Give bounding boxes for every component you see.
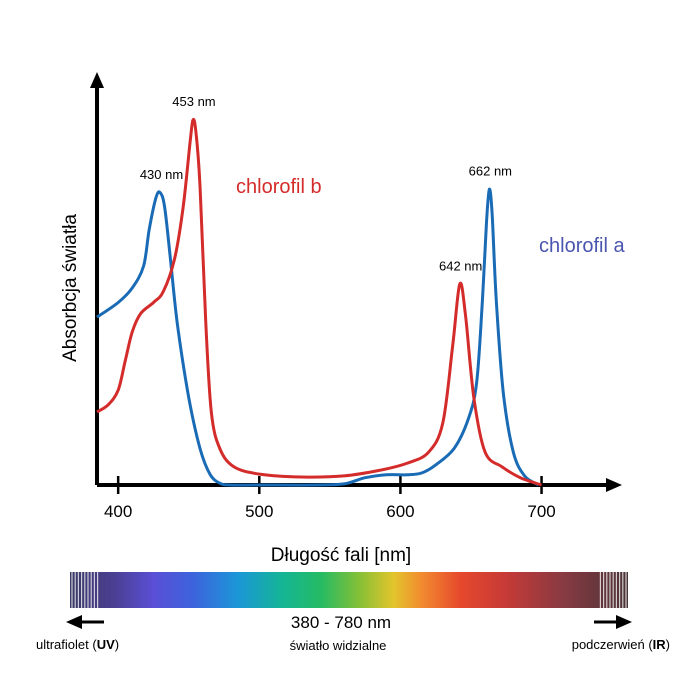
spectrum-range-label: 380 - 780 nm: [291, 613, 391, 632]
y-axis-title: Absorbcja światła: [60, 214, 81, 362]
uv-stripes: [71, 572, 99, 608]
peak-label: 642 nm: [439, 258, 482, 273]
x-tick-label: 500: [245, 502, 273, 521]
y-axis-arrow-icon: [90, 72, 104, 88]
x-ticks: 400 500 600 700: [104, 476, 556, 521]
x-tick-label: 700: [527, 502, 555, 521]
visible-spectrum-bar: [70, 572, 628, 608]
series-label: chlorofil a: [539, 235, 625, 257]
ir-stripes: [599, 572, 627, 608]
ir-arrow-icon: [594, 615, 632, 629]
spectrum-caption: światło widzialne: [290, 638, 387, 653]
peak-label: 430 nm: [140, 167, 183, 182]
peak-label: 662 nm: [469, 163, 512, 178]
x-tick-label: 600: [386, 502, 414, 521]
series-line-chlorofil-a: [96, 187, 540, 487]
uv-label: ultrafiolet (UV): [36, 637, 119, 652]
series-label: chlorofil b: [236, 176, 322, 198]
x-axis-arrow-icon: [606, 478, 622, 492]
ir-label: podczerwień (IR): [572, 637, 670, 652]
uv-arrow-icon: [66, 615, 104, 629]
curves: chlorofil a chlorofil b: [96, 117, 625, 487]
peak-label: 453 nm: [172, 94, 215, 109]
peak-annotations: 430 nm 453 nm 642 nm 662 nm: [140, 94, 512, 273]
x-tick-label: 400: [104, 502, 132, 521]
x-axis-title: Długość fali [nm]: [271, 545, 411, 566]
series-line-chlorofil-b: [96, 117, 542, 487]
